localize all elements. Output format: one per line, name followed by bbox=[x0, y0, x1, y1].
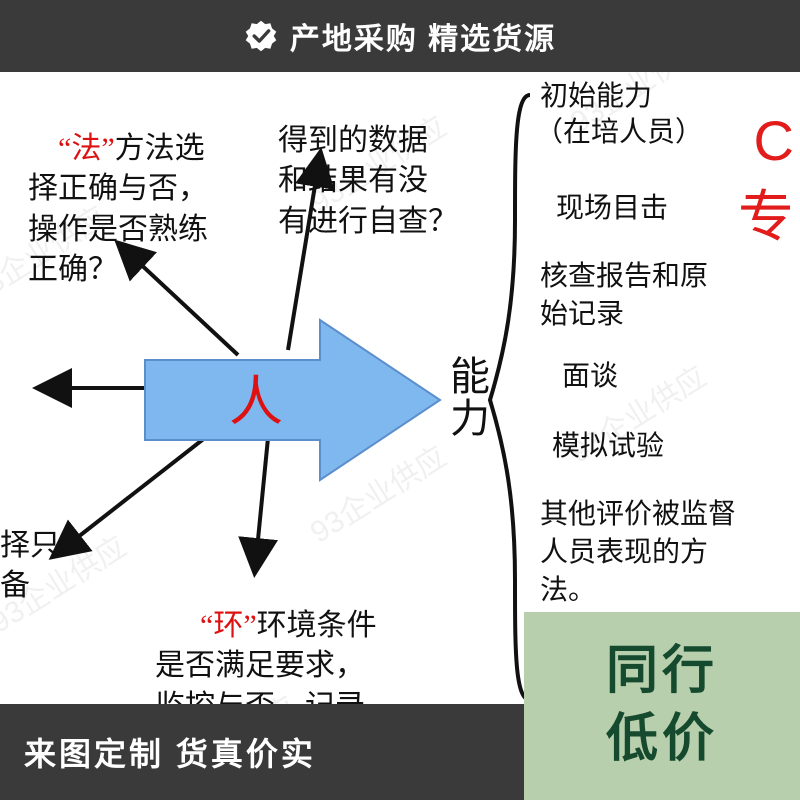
block-measure: 得到的数据 和结果有没 有进行自查？ bbox=[278, 80, 458, 283]
svg-text:能: 能 bbox=[450, 354, 490, 399]
watermark: 93企业供应 bbox=[300, 433, 453, 552]
ability-line3: 核查报告和原始记录 bbox=[540, 258, 730, 334]
ability-line1: （在培人员） bbox=[535, 114, 703, 152]
bottom-right-line2: 低价 bbox=[606, 706, 718, 774]
center-char: 人 bbox=[229, 372, 283, 432]
letter-c: C bbox=[754, 108, 794, 173]
top-banner: 产地采购 精选货源 bbox=[0, 0, 800, 72]
block-left-fragment: 择只 备 bbox=[0, 485, 60, 647]
ability-line2: 现场目击 bbox=[556, 190, 668, 228]
bottom-left-text: 来图定制 货真价实 bbox=[24, 729, 316, 775]
top-banner-text: 产地采购 精选货源 bbox=[290, 14, 556, 58]
bottom-right-line1: 同行 bbox=[606, 638, 718, 706]
svg-text:力: 力 bbox=[450, 396, 490, 441]
verified-icon bbox=[244, 19, 278, 53]
env-key: “环” bbox=[200, 609, 257, 642]
ability-line5: 模拟试验 bbox=[552, 428, 664, 466]
stage: 93企业供应 93企业供应 93企业供应 93企业供应 93企业供应 93企业供… bbox=[0, 0, 800, 800]
method-key: “法” bbox=[58, 132, 115, 165]
bottom-right-block: 同行 低价 bbox=[524, 612, 800, 800]
ability-line4: 面谈 bbox=[562, 358, 618, 396]
bottom-left-banner: 来图定制 货真价实 bbox=[0, 704, 526, 800]
ability-line0: 初始能力 bbox=[540, 78, 652, 116]
block-method: “法”方法选 择正确与否， 操作是否熟练 正确？ bbox=[28, 88, 208, 331]
letter-zhuan: 专 bbox=[738, 172, 794, 253]
ability-line6: 其他评价被监督人员表现的方法。 bbox=[540, 496, 740, 609]
